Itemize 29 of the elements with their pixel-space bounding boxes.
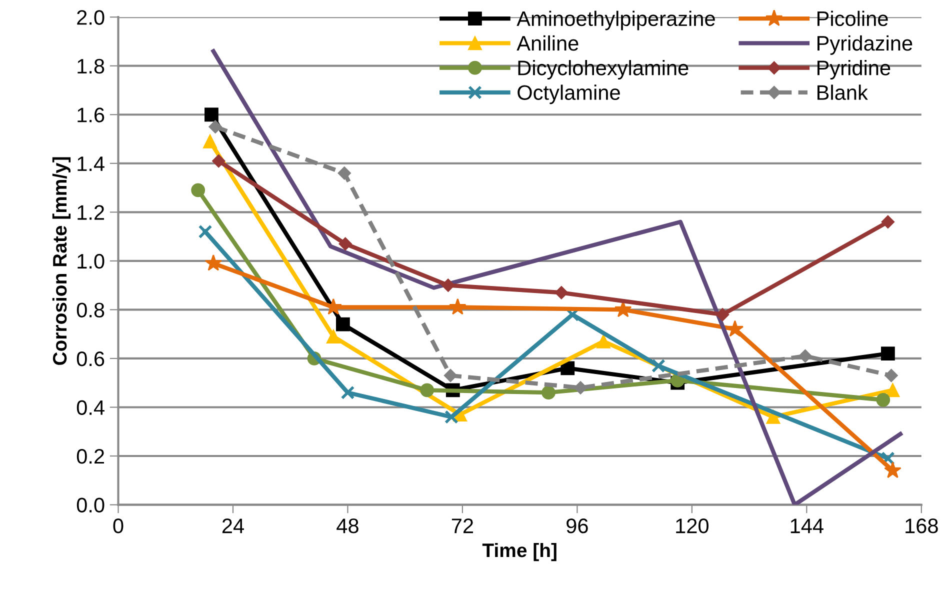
y-tick-label: 1.4 — [78, 156, 104, 171]
legend-label: Aminoethylpiperazine — [516, 10, 715, 30]
x-axis-title: Time [h] — [482, 542, 556, 562]
x-tick-label: 96 — [566, 518, 588, 534]
y-tick-label: 1.0 — [78, 254, 104, 269]
y-tick-label: 0.8 — [76, 302, 104, 318]
legend-label: Blank — [818, 84, 868, 100]
x-tick-label: 144 — [790, 518, 824, 534]
legend-label: Aniline — [516, 35, 578, 51]
y-tick-label: 0.2 — [76, 449, 104, 464]
x-tick-label: 48 — [336, 518, 358, 534]
y-tick-label: 2.0 — [77, 10, 104, 25]
y-tick-label: 0.4 — [76, 400, 104, 415]
x-tick-label: 0 — [113, 518, 124, 534]
legend-label: Picoline — [818, 10, 888, 26]
x-tick-label: 72 — [452, 518, 473, 534]
y-tick-label: 0.0 — [76, 498, 104, 513]
y-tick-label: 1.8 — [78, 58, 104, 74]
y-tick-label: 0.6 — [76, 351, 104, 366]
legend-label: Octylamine — [518, 84, 620, 104]
x-tick-label: 168 — [906, 518, 938, 534]
y-tick-label: 1.2 — [78, 205, 104, 220]
x-tick-label: 24 — [222, 518, 244, 534]
legend-label: Pyridazine — [818, 35, 912, 55]
y-axis-title: Corrosion Rate [mm/y] — [52, 157, 71, 365]
legend-label: Pyridine — [818, 60, 890, 80]
legend-label: Dicyclohexylamine — [518, 60, 688, 80]
x-tick-label: 120 — [676, 518, 708, 534]
y-tick-label: 1.6 — [78, 108, 104, 122]
